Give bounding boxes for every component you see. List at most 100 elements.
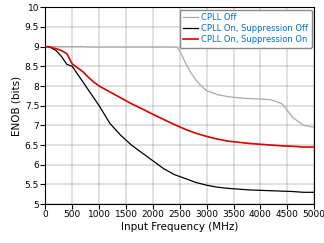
CPLL Off [92, 46, 96, 49]
CPLL On, Suppression Off [44, 45, 48, 48]
CPLL On, Suppression On [46, 45, 50, 48]
CPLL On, Suppression On [302, 146, 306, 148]
CPLL On, Suppression Off [291, 190, 295, 193]
CPLL Off [226, 95, 230, 98]
CPLL On, Suppression On [87, 76, 90, 79]
CPLL On, Suppression On [237, 141, 241, 144]
CPLL On, Suppression Off [87, 88, 90, 91]
CPLL On, Suppression Off [81, 81, 85, 84]
CPLL On, Suppression Off [162, 167, 166, 170]
CPLL Off [130, 46, 133, 49]
CPLL Off [302, 124, 306, 127]
CPLL On, Suppression Off [259, 189, 262, 192]
CPLL On, Suppression Off [302, 191, 306, 194]
CPLL On, Suppression Off [92, 96, 96, 99]
CPLL On, Suppression Off [119, 134, 122, 137]
CPLL Off [199, 85, 203, 87]
CPLL On, Suppression On [76, 66, 80, 69]
CPLL On, Suppression Off [60, 55, 64, 58]
CPLL On, Suppression On [172, 123, 176, 126]
CPLL On, Suppression On [54, 47, 58, 50]
CPLL On, Suppression On [280, 144, 284, 147]
CPLL On, Suppression On [65, 52, 69, 55]
CPLL On, Suppression On [162, 118, 166, 121]
CPLL Off [135, 46, 139, 49]
CPLL On, Suppression On [92, 81, 96, 84]
CPLL On, Suppression On [44, 45, 48, 48]
Legend: CPLL Off, CPLL On, Suppression Off, CPLL On, Suppression On: CPLL Off, CPLL On, Suppression Off, CPLL… [180, 10, 312, 48]
CPLL On, Suppression Off [97, 104, 101, 107]
CPLL On, Suppression Off [46, 45, 50, 48]
CPLL Off [312, 126, 316, 129]
CPLL On, Suppression On [49, 46, 53, 49]
CPLL Off [172, 46, 176, 49]
CPLL On, Suppression On [81, 70, 85, 73]
CPLL Off [46, 45, 50, 48]
CPLL On, Suppression On [215, 138, 219, 141]
CPLL Off [49, 45, 53, 48]
CPLL Off [269, 98, 273, 101]
CPLL On, Suppression On [70, 62, 74, 65]
CPLL On, Suppression On [259, 143, 262, 146]
Line: CPLL On, Suppression Off: CPLL On, Suppression Off [46, 47, 314, 192]
CPLL On, Suppression Off [49, 46, 53, 49]
CPLL On, Suppression Off [226, 187, 230, 190]
CPLL Off [54, 45, 58, 48]
CPLL Off [97, 46, 101, 49]
CPLL Off [189, 71, 192, 74]
CPLL Off [65, 45, 69, 48]
CPLL On, Suppression On [140, 107, 144, 110]
CPLL On, Suppression On [226, 140, 230, 143]
CPLL Off [124, 46, 128, 49]
CPLL Off [103, 46, 107, 49]
CPLL Off [60, 45, 64, 48]
CPLL On, Suppression Off [269, 189, 273, 192]
CPLL Off [178, 49, 182, 52]
CPLL On, Suppression On [291, 145, 295, 148]
CPLL On, Suppression Off [70, 65, 74, 68]
CPLL On, Suppression Off [65, 63, 69, 66]
CPLL On, Suppression On [205, 135, 209, 138]
CPLL On, Suppression On [183, 128, 187, 131]
CPLL On, Suppression Off [194, 181, 198, 184]
CPLL Off [162, 46, 166, 49]
CPLL On, Suppression Off [205, 184, 209, 187]
X-axis label: Input Frequency (MHz): Input Frequency (MHz) [121, 222, 238, 232]
CPLL Off [180, 55, 184, 58]
CPLL Off [259, 97, 262, 100]
CPLL Off [156, 46, 160, 49]
CPLL On, Suppression On [151, 113, 155, 116]
CPLL On, Suppression Off [140, 151, 144, 154]
CPLL Off [151, 46, 155, 49]
CPLL On, Suppression On [248, 142, 252, 145]
CPLL Off [215, 93, 219, 96]
Line: CPLL Off: CPLL Off [46, 47, 314, 127]
CPLL On, Suppression Off [215, 186, 219, 189]
CPLL On, Suppression Off [151, 159, 155, 162]
CPLL Off [113, 46, 117, 49]
CPLL Off [119, 46, 122, 49]
CPLL On, Suppression On [130, 102, 133, 105]
CPLL On, Suppression On [194, 132, 198, 135]
CPLL On, Suppression On [119, 96, 122, 99]
CPLL Off [87, 46, 90, 49]
CPLL On, Suppression Off [130, 144, 133, 147]
CPLL Off [70, 45, 74, 48]
CPLL On, Suppression On [108, 90, 112, 93]
CPLL Off [237, 96, 241, 99]
CPLL On, Suppression Off [312, 191, 316, 194]
CPLL Off [81, 45, 85, 48]
Line: CPLL On, Suppression On: CPLL On, Suppression On [46, 47, 314, 147]
CPLL Off [145, 46, 149, 49]
CPLL On, Suppression On [269, 144, 273, 147]
CPLL Off [248, 97, 252, 100]
CPLL Off [205, 89, 209, 92]
CPLL On, Suppression Off [248, 189, 252, 191]
CPLL Off [76, 45, 80, 48]
CPLL On, Suppression Off [54, 49, 58, 52]
CPLL Off [140, 46, 144, 49]
CPLL Off [167, 46, 171, 49]
CPLL On, Suppression On [97, 85, 101, 87]
CPLL Off [44, 45, 48, 48]
CPLL Off [194, 79, 198, 82]
